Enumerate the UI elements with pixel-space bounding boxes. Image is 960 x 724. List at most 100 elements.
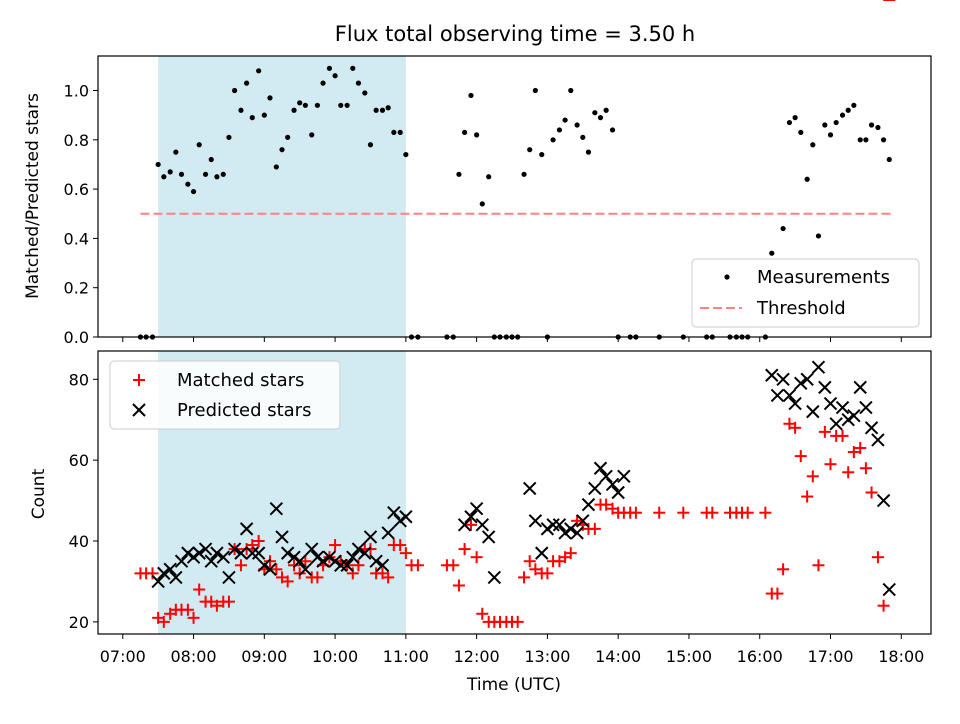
predicted-point xyxy=(523,481,537,496)
predicted-point xyxy=(192,546,206,560)
matched-point xyxy=(854,442,867,455)
chart-title: Flux total observing time = 3.50 h xyxy=(335,22,695,46)
predicted-point xyxy=(151,574,165,589)
predicted-point xyxy=(776,372,790,387)
predicted-point xyxy=(234,546,248,560)
matched-point xyxy=(812,559,825,572)
predicted-point xyxy=(829,417,843,431)
predicted-point xyxy=(806,404,820,419)
matched-point xyxy=(529,563,542,576)
x-tick-label: 12:00 xyxy=(454,647,500,666)
matched-point xyxy=(818,425,831,438)
y-tick-label: 0.0 xyxy=(64,328,89,347)
predicted-point xyxy=(570,526,584,540)
predicted-point xyxy=(287,550,301,564)
ratio-legend-box xyxy=(691,258,920,328)
measurement-point xyxy=(285,134,291,140)
matched-point xyxy=(447,559,460,572)
matched-point xyxy=(411,559,424,572)
matched-point xyxy=(842,466,855,479)
measurement-point xyxy=(362,90,368,96)
predicted-point xyxy=(811,360,826,374)
matched-point xyxy=(794,450,807,463)
measurement-point xyxy=(863,137,869,143)
measurement-point xyxy=(338,102,344,108)
measurement-point xyxy=(190,188,197,195)
y-tick-label: 40 xyxy=(69,532,89,551)
measurement-point xyxy=(350,65,356,71)
matched-point xyxy=(222,595,235,608)
predicted-point xyxy=(351,542,366,556)
predicted-point xyxy=(599,469,613,484)
measurement-point xyxy=(880,137,887,143)
predicted-point xyxy=(292,554,307,568)
matched-point xyxy=(877,599,890,612)
measurement-point xyxy=(344,102,350,108)
measurement-point xyxy=(167,169,173,175)
matched-point xyxy=(653,506,666,519)
measurement-point xyxy=(479,201,485,207)
measurement-point xyxy=(827,132,834,138)
matched-point xyxy=(346,567,359,580)
matched-point xyxy=(157,615,170,628)
predicted-point xyxy=(546,518,560,532)
predicted-point xyxy=(198,542,213,556)
predicted-point xyxy=(375,558,390,572)
measurement-point xyxy=(226,134,232,140)
measurement-point xyxy=(279,147,285,153)
matched-point xyxy=(789,421,802,434)
predicted-point xyxy=(540,522,555,536)
predicted-point xyxy=(818,380,832,395)
predicted-point xyxy=(222,570,236,585)
legend-dot-icon xyxy=(724,274,730,280)
measurement-point xyxy=(314,102,320,108)
matched-point xyxy=(399,547,412,560)
measurement-point xyxy=(297,100,303,106)
ratio-y-ticks: 0.0 0.2 0.4 0.6 0.8 1.0 xyxy=(64,82,98,347)
measurement-point xyxy=(155,161,161,168)
measurement-point xyxy=(845,107,851,113)
measurement-point xyxy=(302,102,308,108)
matched-point xyxy=(564,547,577,560)
x-axis-label: Time (UTC) xyxy=(466,675,561,695)
y-tick-label: 0.4 xyxy=(64,229,89,248)
measurement-point xyxy=(532,87,538,94)
y-tick-label: 60 xyxy=(69,451,89,470)
measurement-point xyxy=(332,73,338,79)
predicted-point xyxy=(334,558,348,572)
predicted-point xyxy=(864,421,879,435)
predicted-point xyxy=(823,396,838,411)
predicted-point xyxy=(275,530,289,544)
legend-plus-icon xyxy=(133,374,145,386)
matched-point xyxy=(246,539,259,552)
measurement-point xyxy=(780,225,786,232)
measurement-point xyxy=(249,115,255,121)
matched-point xyxy=(806,470,819,483)
x-tick-label: 13:00 xyxy=(524,647,570,666)
predicted-point xyxy=(605,477,620,492)
counts-panel: 20 40 60 80 07:00 08:00 09:00 10:00 11:00 12:00 1… xyxy=(29,0,932,695)
predicted-point xyxy=(239,522,254,536)
predicted-point xyxy=(186,550,201,564)
matched-point xyxy=(871,551,884,564)
predicted-point xyxy=(611,485,625,500)
counts-marks xyxy=(134,0,896,628)
counts-axes-frame xyxy=(97,350,932,635)
matched-point xyxy=(847,446,860,459)
predicted-point xyxy=(322,550,337,564)
x-tick-label: 18:00 xyxy=(878,647,924,666)
measurement-point xyxy=(592,110,598,116)
predicted-point xyxy=(393,514,407,528)
measurement-point xyxy=(161,174,167,180)
legend-measurements: Measurements xyxy=(757,267,890,288)
predicted-point xyxy=(174,554,189,568)
measurement-point xyxy=(539,151,545,158)
y-tick-label: 20 xyxy=(69,613,89,632)
measurement-point xyxy=(568,87,574,94)
measurement-point xyxy=(355,80,362,86)
measurement-point xyxy=(326,65,333,71)
measurement-point xyxy=(792,115,798,121)
measurement-point xyxy=(256,68,262,74)
measurement-point xyxy=(208,156,214,163)
matched-point xyxy=(588,522,601,535)
